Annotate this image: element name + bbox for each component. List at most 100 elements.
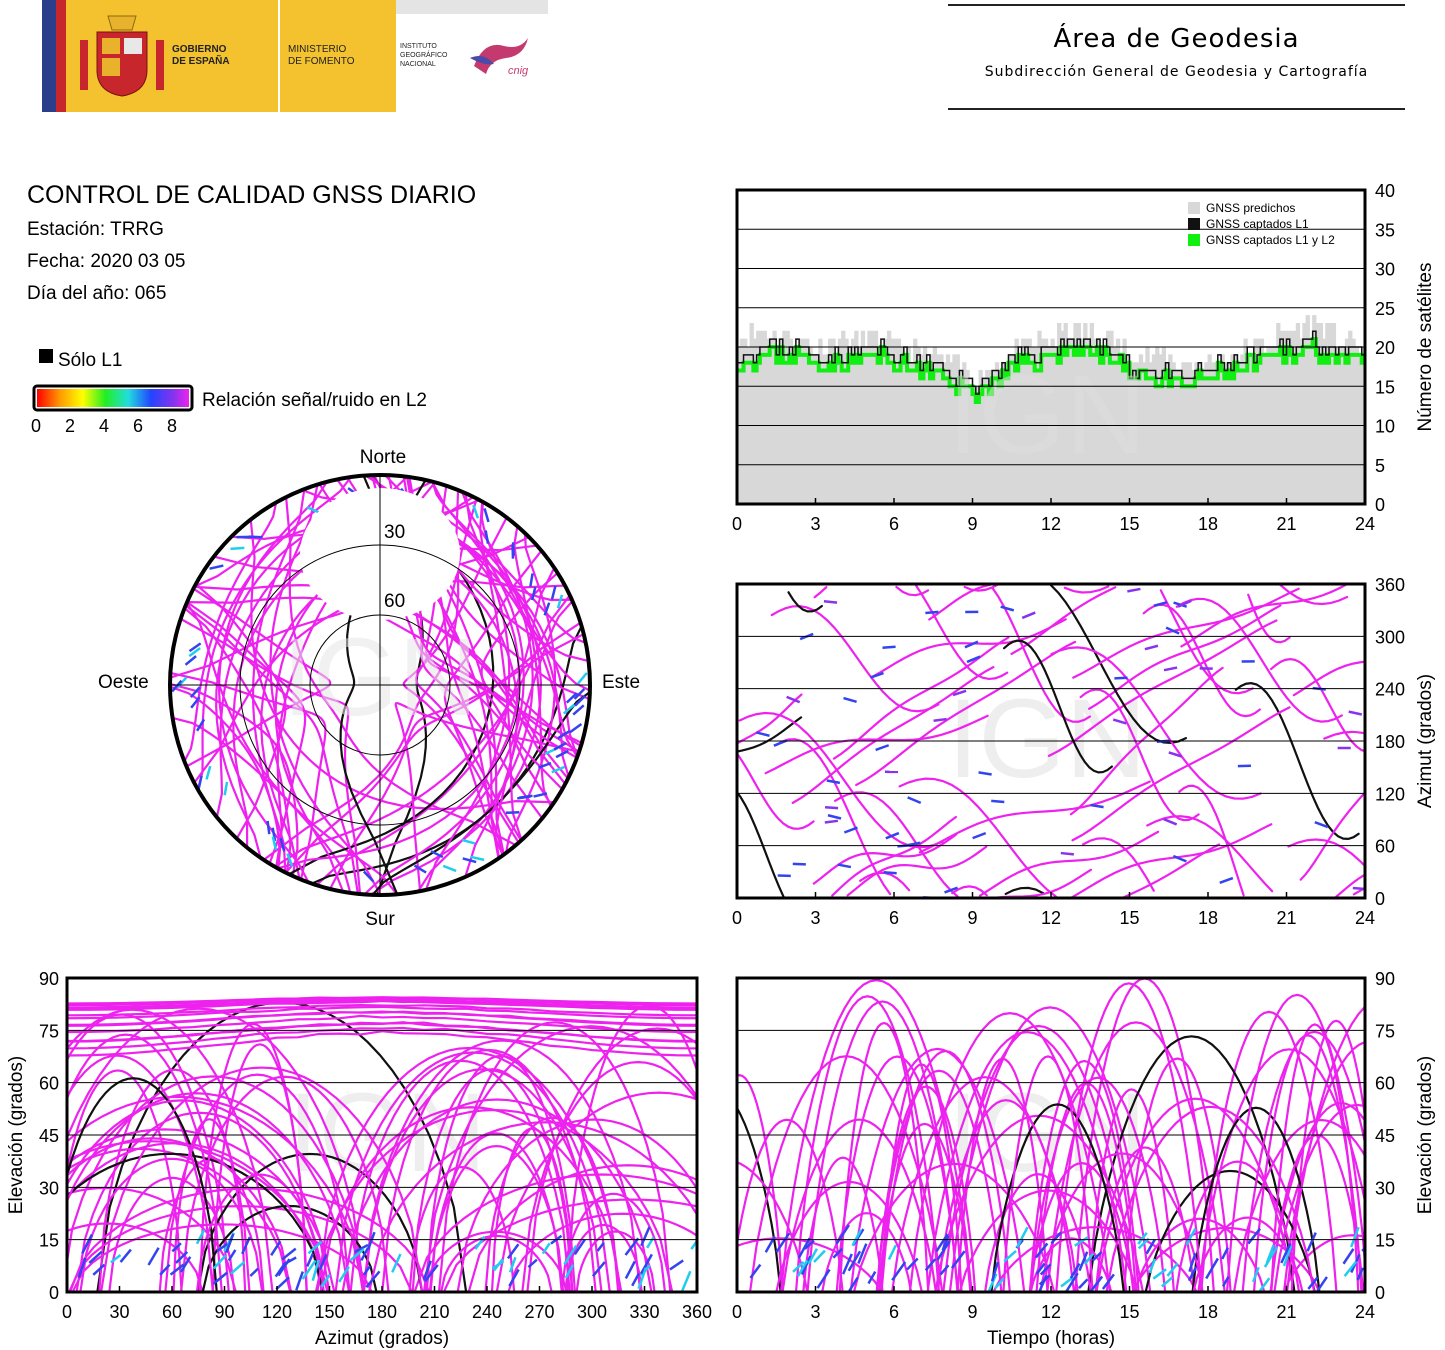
snr-tick-label: 0 bbox=[31, 416, 41, 436]
y-axis-title: Azimut (grados) bbox=[1415, 674, 1436, 808]
low-elev-segment bbox=[1188, 1252, 1197, 1272]
satellite-track bbox=[507, 1212, 697, 1292]
x-tick-label: 0 bbox=[62, 1302, 72, 1322]
satellite-track bbox=[495, 1091, 697, 1292]
low-elev-segment bbox=[807, 1248, 818, 1265]
low-elev-segment bbox=[1000, 605, 1015, 612]
satellite-track bbox=[1002, 639, 1113, 774]
low-elev-segment bbox=[88, 1250, 103, 1264]
satellite-track bbox=[1270, 1023, 1360, 1292]
satellite-track bbox=[1191, 1106, 1321, 1292]
x-tick-label: 30 bbox=[109, 1302, 129, 1322]
low-elev-segment bbox=[749, 1263, 762, 1279]
low-elev-segment bbox=[1003, 1250, 1017, 1263]
sky-track bbox=[284, 621, 582, 874]
low-elev-segment bbox=[907, 796, 922, 805]
l1l2-line bbox=[737, 337, 1365, 404]
svg-text:cnig: cnig bbox=[508, 65, 529, 77]
low-elev-segment bbox=[541, 1242, 551, 1255]
east-label: Este bbox=[602, 672, 640, 693]
satellite-track bbox=[1094, 1146, 1196, 1292]
satellite-track bbox=[1122, 1057, 1232, 1292]
sky-low-elev-segment bbox=[483, 508, 490, 523]
satellite-track bbox=[880, 1049, 1011, 1292]
sky-low-elev-segment bbox=[266, 820, 271, 835]
x-tick-label: 330 bbox=[629, 1302, 659, 1322]
x-tick-label: 24 bbox=[1355, 1302, 1375, 1322]
logo-divider bbox=[278, 0, 280, 112]
low-elev-segment bbox=[1153, 601, 1168, 607]
low-elev-segment bbox=[978, 771, 992, 776]
satellite-track bbox=[334, 1051, 611, 1292]
satellite-track bbox=[838, 1021, 930, 1292]
low-elev-segment bbox=[803, 1239, 815, 1250]
legend-label: GNSS captados L1 y L2 bbox=[1206, 233, 1335, 247]
satellite-track bbox=[1146, 815, 1274, 893]
low-elev-segment bbox=[875, 744, 890, 752]
cnig-logo-icon: cnig bbox=[470, 38, 529, 77]
satellite-track bbox=[914, 584, 1009, 681]
satellite-track bbox=[195, 1173, 325, 1292]
low-elev-segment bbox=[281, 1247, 297, 1261]
header-bottom-rule bbox=[948, 108, 1405, 110]
low-elev-segment bbox=[306, 1253, 315, 1267]
x-tick-label: 360 bbox=[682, 1302, 712, 1322]
low-elev-segment bbox=[1089, 1275, 1104, 1292]
low-elev-segment bbox=[800, 1255, 812, 1276]
satellite-track bbox=[1071, 706, 1291, 842]
satellite-track bbox=[1175, 597, 1343, 723]
low-elev-segment bbox=[1083, 1252, 1095, 1265]
sky-low-elev-segment bbox=[223, 781, 229, 796]
low-elev-segment bbox=[669, 1259, 684, 1271]
low-elev-segment bbox=[944, 886, 959, 894]
satellite-track bbox=[1252, 1034, 1363, 1292]
sky-low-elev-segment bbox=[530, 586, 537, 601]
low-elev-segment bbox=[843, 826, 858, 834]
sky-low-elev-segment bbox=[188, 642, 202, 653]
low-elev-segment bbox=[906, 1257, 919, 1271]
y-tick-label: 60 bbox=[39, 1074, 59, 1094]
sky-track bbox=[363, 481, 525, 895]
low-elev-segment bbox=[1314, 820, 1329, 829]
satellite-track bbox=[779, 979, 973, 1292]
legend-swatch bbox=[1188, 202, 1200, 214]
report-title: CONTROL DE CALIDAD GNSS DIARIO bbox=[27, 181, 477, 209]
satellite-track bbox=[1144, 1169, 1316, 1292]
satellite-track bbox=[737, 751, 815, 830]
low-elev-segment bbox=[527, 1258, 538, 1269]
low-elev-segment bbox=[1168, 751, 1183, 758]
y-tick-label: 10 bbox=[1375, 417, 1395, 437]
low-elev-segment bbox=[1137, 1231, 1148, 1245]
low-elev-segment bbox=[637, 1267, 648, 1290]
station-label: Estación: TRRG bbox=[27, 219, 164, 240]
satellite-track bbox=[99, 1066, 424, 1292]
low-elev-segment bbox=[1074, 1236, 1089, 1247]
satellite-track bbox=[1200, 1010, 1338, 1292]
satellite-track bbox=[1292, 660, 1365, 697]
y-tick-label: 30 bbox=[1375, 260, 1395, 280]
satellite-track bbox=[1178, 784, 1245, 897]
sky-low-elev-segment bbox=[572, 704, 585, 716]
sky-low-elev-segment bbox=[557, 730, 571, 740]
low-elev-segment bbox=[281, 1256, 297, 1267]
satellite-track bbox=[737, 790, 785, 898]
satellite-track bbox=[802, 1156, 884, 1292]
satellite-track bbox=[834, 791, 959, 898]
snr-tick-label: 4 bbox=[99, 416, 109, 436]
sky-low-elev-segment bbox=[279, 837, 286, 852]
low-elev-segment bbox=[225, 1233, 235, 1254]
satellite-track bbox=[951, 885, 988, 897]
low-elev-segment bbox=[939, 1264, 950, 1276]
sky-low-elev-segment bbox=[188, 647, 201, 658]
satellite-track bbox=[71, 1223, 373, 1292]
sky-low-elev-segment bbox=[190, 696, 201, 709]
horizon-circle bbox=[168, 473, 592, 897]
satellite-track bbox=[1290, 1019, 1365, 1292]
satellite-track bbox=[67, 998, 697, 1009]
low-elev-segment bbox=[639, 1253, 653, 1275]
low-elev-segment bbox=[987, 1273, 998, 1292]
low-elev-segment bbox=[792, 1261, 805, 1273]
low-elev-segment bbox=[624, 1237, 640, 1256]
satellite-track bbox=[794, 995, 941, 1292]
